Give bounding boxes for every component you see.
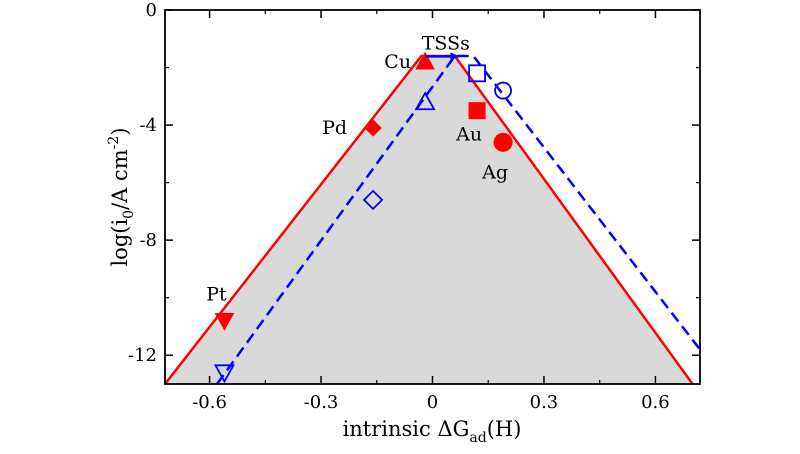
x-axis-label: intrinsic ΔGad(H) <box>343 417 522 446</box>
triangle-up-marker <box>415 51 435 70</box>
x-tick-label: 0.6 <box>641 392 670 413</box>
point-label-ag: Ag <box>481 161 508 183</box>
point-label-cu: Cu <box>384 51 411 73</box>
y-tick-label: -4 <box>139 115 157 136</box>
y-axis-label: log(i0/A cm-2) <box>106 127 137 266</box>
x-tick-label: -0.6 <box>192 392 227 413</box>
y-tick-label: 0 <box>146 0 157 21</box>
point-label-pt: Pt <box>206 284 227 306</box>
diamond-marker-open <box>362 189 384 211</box>
x-tick-label: -0.3 <box>304 392 339 413</box>
triangle-up-marker-open <box>414 91 436 111</box>
tss-label: TSSs <box>422 32 470 54</box>
point-label-layer: Pt Pd Cu Au Ag <box>206 51 508 306</box>
x-tick-label: 0 <box>427 392 438 413</box>
triangle-down-marker <box>214 313 235 331</box>
point-label-pd: Pd <box>322 117 347 139</box>
circle-marker-open <box>494 81 512 100</box>
circle-marker <box>493 132 513 152</box>
marker-layer <box>213 51 513 384</box>
volcano-fill-layer <box>165 56 693 384</box>
x-tick-label: 0.3 <box>530 392 559 413</box>
triangle-down-marker-open <box>213 364 235 384</box>
square-marker-open <box>468 64 486 83</box>
diamond-marker <box>364 119 382 137</box>
point-label-au: Au <box>455 124 482 146</box>
dashed-volcano-line <box>216 54 700 384</box>
tss-annotation: TSSs <box>422 32 470 61</box>
tick-layer: -0.6 -0.3 0 0.3 0.6 0 -4 -8 -12 <box>128 0 700 413</box>
square-marker <box>468 102 486 120</box>
volcano-fill <box>165 56 693 384</box>
y-tick-label: -12 <box>128 345 157 366</box>
y-tick-label: -8 <box>139 230 157 251</box>
